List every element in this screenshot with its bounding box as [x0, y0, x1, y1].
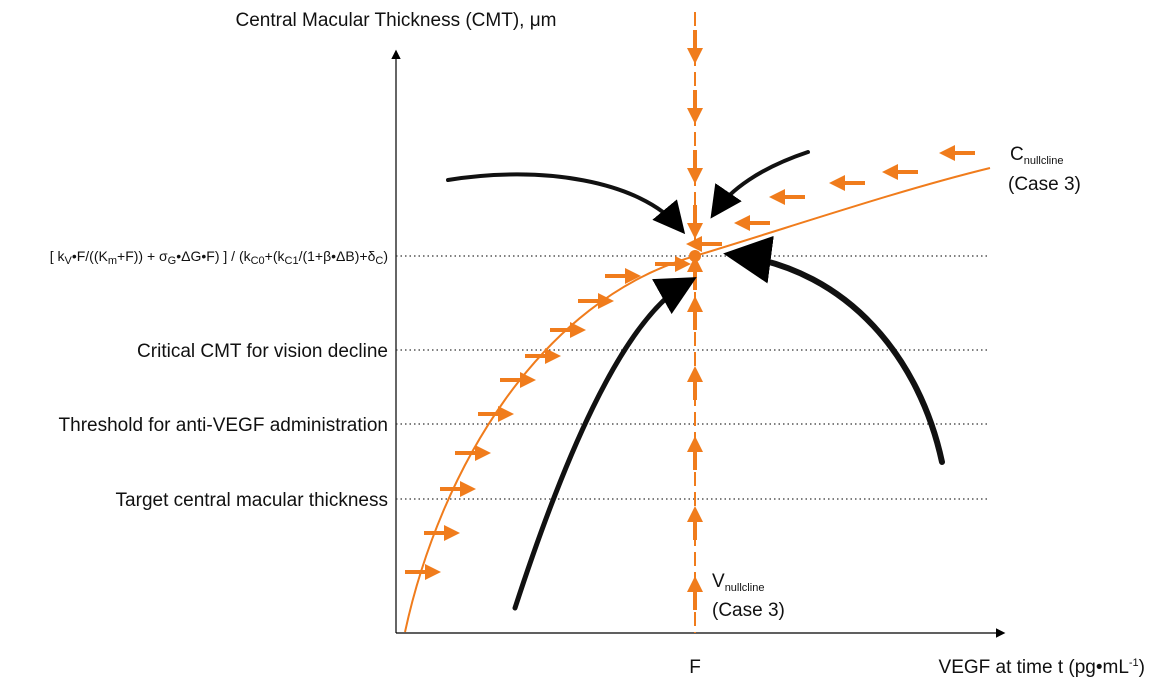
- y-axis-title: Central Macular Thickness (CMT), μm: [236, 10, 557, 31]
- level-label: Target central macular thickness: [116, 490, 388, 511]
- level-lines: [396, 256, 987, 499]
- equilibrium-label: [ kV•F/((Km+F)) + σG•ΔG•F) ] / (kC0+(kC1…: [50, 248, 388, 267]
- axes: [396, 52, 1003, 633]
- c-nullcline-label: Cnullcline: [1010, 144, 1063, 167]
- c-nullcline-case: (Case 3): [1008, 174, 1081, 195]
- level-label: Threshold for anti-VEGF administration: [59, 415, 388, 436]
- x-marker: F: [689, 657, 701, 678]
- v-nullcline-case: (Case 3): [712, 600, 785, 621]
- level-label: Critical CMT for vision decline: [137, 341, 388, 362]
- x-axis-title: VEGF at time t (pg•mL-1): [939, 657, 1145, 678]
- c-nullcline: [405, 168, 990, 632]
- diagram: Central Macular Thickness (CMT), μm VEGF…: [0, 0, 1154, 688]
- flow-arrows: [405, 30, 975, 610]
- v-nullcline-label: Vnullcline: [712, 571, 764, 594]
